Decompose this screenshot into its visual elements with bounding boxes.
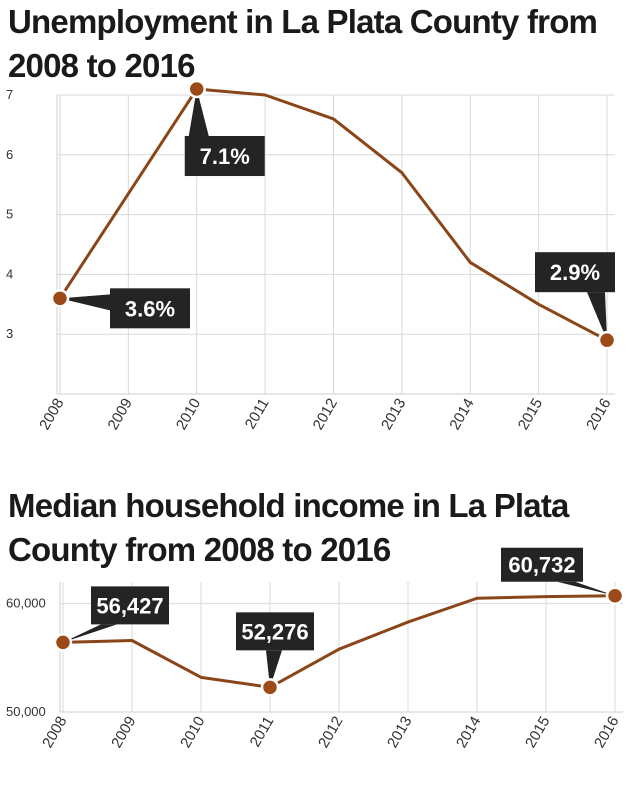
data-point (187, 79, 206, 99)
x-tick-label: 2016 (591, 714, 622, 751)
x-tick-label: 2014 (453, 714, 484, 751)
data-label: 3.6% (125, 296, 175, 321)
data-label: 56,427 (96, 593, 163, 618)
data-label: 52,276 (241, 619, 308, 644)
x-tick-label: 2013 (384, 714, 415, 751)
series-line (58, 87, 608, 342)
y-tick-label: 5 (6, 207, 13, 222)
x-tick-label: 2010 (177, 714, 208, 751)
data-label: 2.9% (550, 260, 600, 285)
data-label: 7.1% (200, 144, 250, 169)
data-point (53, 633, 73, 652)
callout-box (535, 252, 615, 293)
data-point (260, 678, 280, 697)
x-tick-label: 2008 (39, 714, 70, 751)
callout-pointer (188, 89, 209, 137)
y-tick-label: 7 (6, 87, 13, 102)
callout-box (236, 612, 314, 651)
data-point (605, 586, 625, 605)
callout-pointer (63, 624, 117, 643)
x-tick-label: 2015 (522, 714, 553, 751)
callout-box (501, 547, 583, 582)
series-line (62, 594, 616, 689)
data-point (50, 289, 70, 308)
callout-pointer (557, 581, 615, 596)
data-point (597, 330, 617, 350)
x-tick-label: 2012 (315, 714, 346, 751)
chart2-title: Median household income in La Plata Coun… (8, 487, 569, 568)
y-tick-label: 4 (6, 266, 13, 281)
y-tick-label: 6 (6, 147, 13, 162)
callout-pointer (587, 292, 607, 341)
chart1-title: Unemployment in La Plata County from 200… (8, 3, 598, 84)
callout-pointer (60, 294, 110, 311)
y-tick-label: 50,000 (6, 704, 46, 719)
x-tick-label: 2009 (108, 714, 139, 751)
x-tick-label: 2011 (247, 714, 278, 750)
callout-box (184, 136, 265, 177)
callout-box (110, 288, 190, 329)
data-label: 60,732 (508, 553, 575, 578)
y-tick-label: 60,000 (6, 596, 46, 611)
callout-box (91, 586, 169, 625)
y-tick-label: 3 (6, 326, 13, 341)
